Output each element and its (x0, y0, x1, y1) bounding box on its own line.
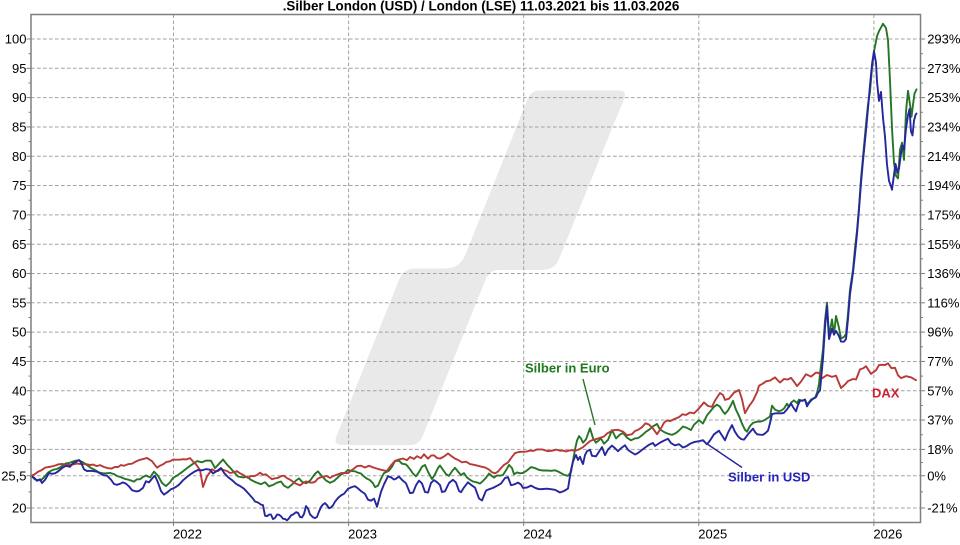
svg-text:45: 45 (12, 354, 26, 369)
svg-text:25,5: 25,5 (1, 468, 26, 483)
svg-text:65: 65 (12, 237, 26, 252)
svg-text:55: 55 (12, 295, 26, 310)
svg-text:35: 35 (12, 413, 26, 428)
svg-text:57%: 57% (927, 383, 953, 398)
svg-text:18%: 18% (927, 442, 953, 457)
svg-text:96%: 96% (927, 325, 953, 340)
svg-text:-21%: -21% (927, 501, 958, 516)
svg-text:70: 70 (12, 208, 26, 223)
svg-text:Silber in Euro: Silber in Euro (525, 361, 610, 376)
svg-text:Silber in USD: Silber in USD (728, 470, 810, 485)
svg-text:234%: 234% (927, 120, 960, 135)
svg-text:253%: 253% (927, 90, 960, 105)
svg-text:90: 90 (12, 90, 26, 105)
svg-text:2022: 2022 (173, 526, 202, 540)
svg-text:2023: 2023 (348, 526, 377, 540)
svg-text:75: 75 (12, 178, 26, 193)
svg-text:50: 50 (12, 325, 26, 340)
svg-text:77%: 77% (927, 354, 953, 369)
svg-text:2026: 2026 (873, 526, 902, 540)
svg-text:20: 20 (12, 501, 26, 516)
svg-text:116%: 116% (927, 295, 960, 310)
svg-text:40: 40 (12, 383, 26, 398)
svg-text:80: 80 (12, 149, 26, 164)
svg-text:.Silber London (USD) / London: .Silber London (USD) / London (LSE) 11.0… (283, 0, 680, 14)
svg-text:100: 100 (5, 32, 27, 47)
svg-text:155%: 155% (927, 237, 960, 252)
svg-text:293%: 293% (927, 32, 960, 47)
svg-text:194%: 194% (927, 178, 960, 193)
svg-text:175%: 175% (927, 208, 960, 223)
svg-text:DAX: DAX (872, 386, 900, 401)
svg-text:214%: 214% (927, 149, 960, 164)
svg-text:2024: 2024 (523, 526, 552, 540)
svg-text:136%: 136% (927, 266, 960, 281)
svg-text:85: 85 (12, 120, 26, 135)
svg-text:30: 30 (12, 442, 26, 457)
svg-text:95: 95 (12, 61, 26, 76)
svg-text:0%: 0% (927, 468, 946, 483)
svg-text:2025: 2025 (698, 526, 727, 540)
svg-text:60: 60 (12, 266, 26, 281)
svg-text:37%: 37% (927, 413, 953, 428)
svg-text:273%: 273% (927, 61, 960, 76)
